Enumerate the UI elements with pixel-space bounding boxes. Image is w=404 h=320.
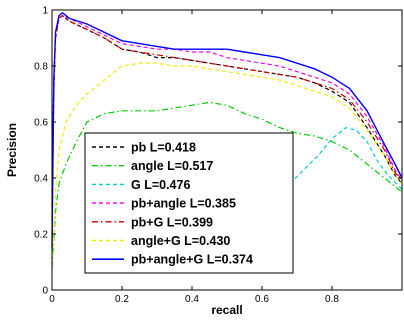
- x-tick-label: 0.2: [115, 294, 129, 305]
- y-tick-label: 0.4: [34, 174, 48, 185]
- series-layer: [51, 11, 403, 268]
- x-axis-label: recall: [211, 303, 242, 317]
- series-line-0: [51, 14, 403, 207]
- y-tick-label: 0.8: [34, 62, 48, 73]
- legend-label-4: pb+G L=0.399: [131, 215, 213, 229]
- plot-frame: [51, 9, 403, 291]
- legend-label-3: pb+angle L=0.385: [131, 197, 236, 211]
- x-tick-label: 0.8: [325, 294, 339, 305]
- x-tick-label: 0.6: [255, 294, 269, 305]
- legend-label-1: angle L=0.517: [131, 159, 213, 173]
- series-line-3: [51, 14, 403, 235]
- x-tick-label: 0: [49, 294, 55, 305]
- series-line-4: [51, 14, 403, 221]
- y-axis-label: Precision: [5, 123, 19, 177]
- x-tick-label: 0.4: [185, 294, 199, 305]
- series-line-6: [51, 11, 403, 249]
- legend-label-6: pb+angle+G L=0.374: [131, 253, 253, 267]
- series-line-1: [51, 101, 403, 268]
- y-tick-label: 0.6: [34, 118, 48, 129]
- legend-label-5: angle+G L=0.430: [131, 234, 230, 248]
- y-tick-label: 0.2: [34, 230, 48, 241]
- legend-label-0: pb L=0.418: [131, 141, 196, 155]
- series-line-2: [289, 126, 403, 190]
- legend-box: [84, 132, 294, 274]
- ticks-layer: 0 0.2 0.4 0.6 0.8 0 0.2 0.4 0.6 0.8 1: [34, 6, 402, 305]
- legend-label-2: G L=0.476: [131, 178, 190, 192]
- y-tick-label: 0: [42, 286, 48, 297]
- y-tick-label: 1: [42, 6, 48, 17]
- legend: pb L=0.418 angle L=0.517 G L=0.476 pb+angle…: [84, 132, 294, 274]
